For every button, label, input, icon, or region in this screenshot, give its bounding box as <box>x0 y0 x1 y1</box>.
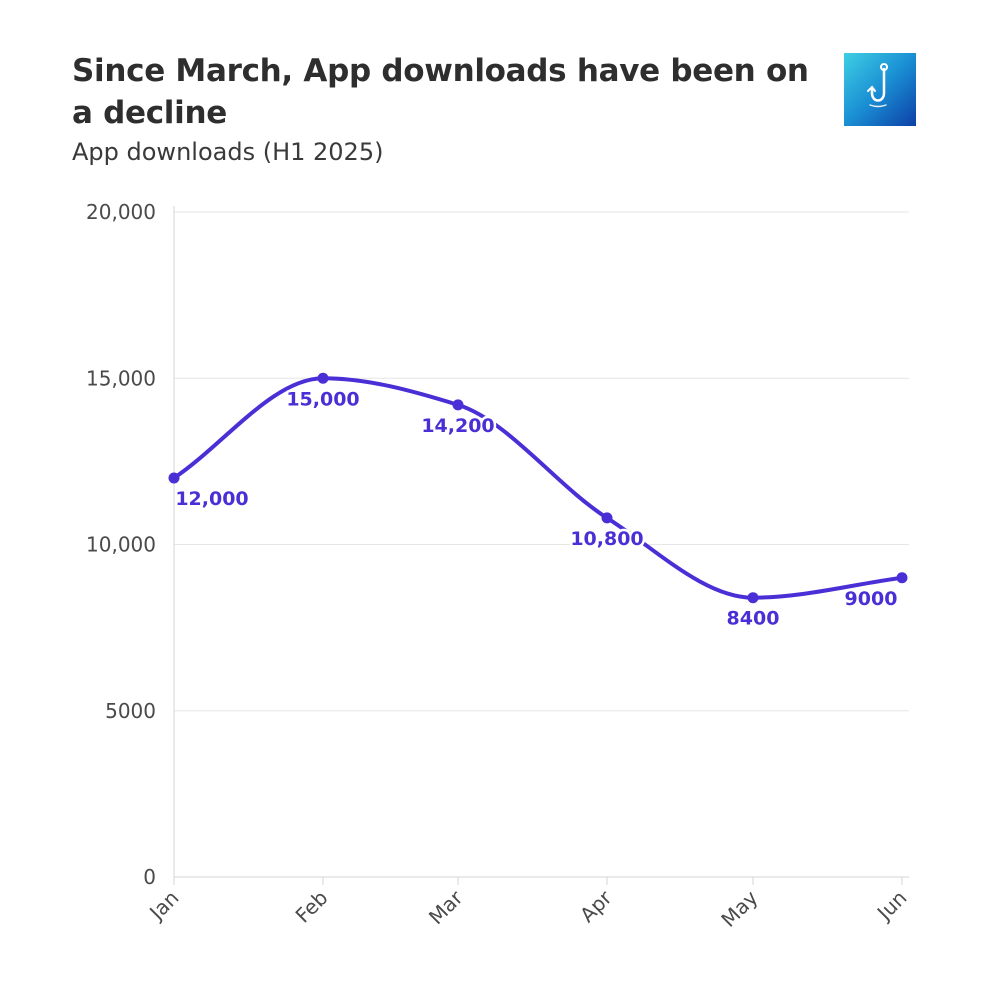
data-point <box>747 592 759 604</box>
data-point <box>896 572 908 584</box>
data-label: 10,800 <box>570 528 643 550</box>
data-label: 8400 <box>727 608 780 630</box>
y-tick-label: 15,000 <box>86 366 156 390</box>
y-tick-label: 0 <box>143 865 156 889</box>
data-label: 12,000 <box>175 488 248 510</box>
data-label-halo: 10,800 <box>570 528 643 550</box>
data-point <box>168 472 180 484</box>
logo <box>844 53 916 126</box>
chart-title: Since March, App downloads have been on … <box>72 53 809 131</box>
x-tick-label: Feb <box>291 886 333 928</box>
y-tick-label: 10,000 <box>86 533 156 557</box>
data-label: 15,000 <box>286 388 359 410</box>
y-tick-label: 5000 <box>105 699 156 723</box>
data-label-halo: 14,200 <box>421 415 494 437</box>
hook-icon <box>867 63 888 108</box>
data-label-halo: 15,000 <box>286 388 359 410</box>
data-point <box>452 399 464 411</box>
data-label: 14,200 <box>421 415 494 437</box>
x-tick-label: Apr <box>575 885 617 927</box>
data-point <box>601 512 613 524</box>
data-label-halo: 8400 <box>727 608 780 630</box>
x-tick-label: May <box>716 885 762 931</box>
x-tick-label: Mar <box>424 885 468 929</box>
x-tick-label: Jan <box>143 886 183 926</box>
x-tick-label: Jun <box>871 886 911 926</box>
data-point <box>317 372 329 384</box>
data-label: 9000 <box>845 588 898 610</box>
data-label-halo: 12,000 <box>175 488 248 510</box>
chart-subtitle: App downloads (H1 2025) <box>72 138 384 166</box>
series-line <box>172 376 904 600</box>
data-label-halo: 9000 <box>845 588 898 610</box>
y-tick-label: 20,000 <box>86 200 156 224</box>
